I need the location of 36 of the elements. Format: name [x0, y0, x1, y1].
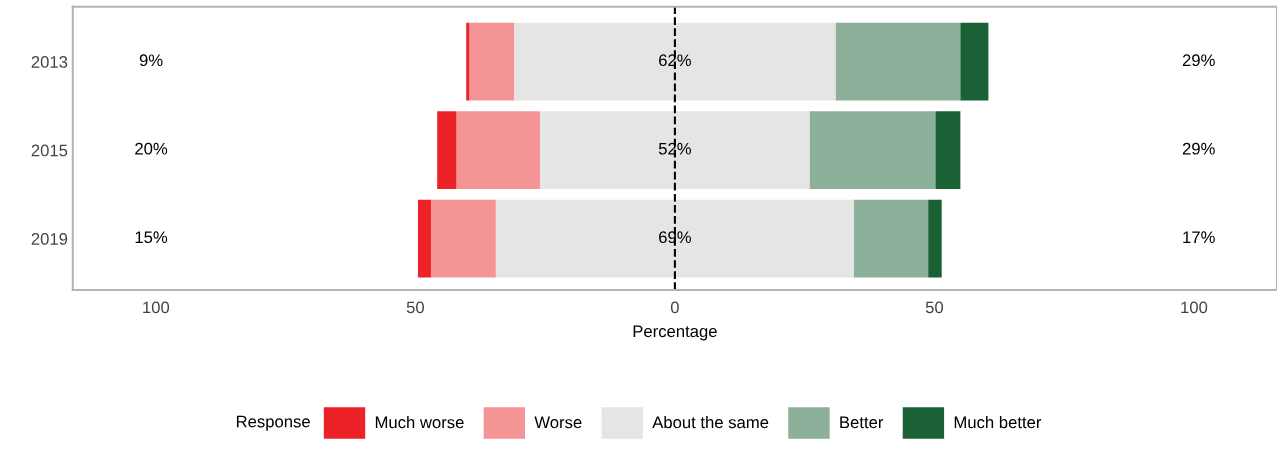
bar [417, 199, 431, 278]
x-tick-label: 0 [670, 301, 679, 314]
bar [437, 111, 457, 190]
x-axis-title: Percentage [633, 325, 717, 341]
bar [935, 111, 961, 190]
bar [430, 199, 496, 278]
bar [466, 22, 470, 101]
x-tick-label: 50 [406, 301, 424, 314]
annotation: 29% [1182, 54, 1215, 67]
bar [928, 199, 942, 278]
annotation: 20% [135, 142, 168, 155]
bar [809, 111, 936, 190]
y-tick-label: 2015 [31, 144, 68, 157]
bar [853, 199, 929, 278]
x-tick-label: 100 [143, 301, 170, 314]
annotation: 62% [659, 54, 691, 67]
x-tick-label: 100 [1181, 301, 1208, 314]
legend-label: Much better [954, 416, 1042, 429]
legend-label: Much worse [375, 416, 464, 429]
annotation: 15% [135, 231, 168, 244]
bar [456, 111, 540, 190]
x-tick-label: 50 [925, 301, 944, 314]
legend-label: About the same [652, 416, 769, 429]
annotation: 69% [659, 231, 691, 244]
annotation: 52% [658, 142, 691, 155]
y-tick-label: 2013 [31, 56, 68, 68]
annotation: 17% [1183, 231, 1215, 244]
bar [469, 22, 514, 101]
annotation: 9% [139, 54, 163, 67]
annotation: 29% [1182, 142, 1215, 155]
legend-label: Worse [534, 416, 582, 429]
y-tick-label: 2019 [31, 233, 68, 245]
bar [835, 22, 961, 101]
legend-title: Response [236, 415, 310, 431]
legend-label: Better [840, 416, 884, 429]
bar [960, 22, 989, 101]
